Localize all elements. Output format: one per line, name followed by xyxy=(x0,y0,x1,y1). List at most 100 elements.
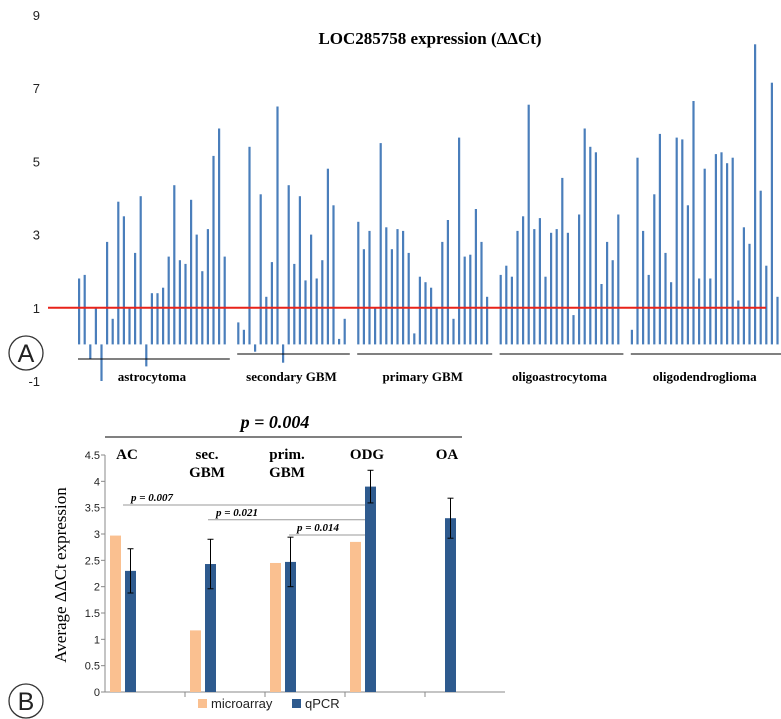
bar-astrocytoma-6 xyxy=(111,318,114,345)
bar-secondary-GBM-17 xyxy=(332,205,335,345)
y-axis-label: Average ΔΔCt expression xyxy=(51,487,70,663)
bar-oligodendroglioma-10 xyxy=(686,205,689,345)
category-label: GBM xyxy=(189,465,225,481)
bar-astrocytoma-2 xyxy=(89,344,92,359)
bar-primary-GBM-3 xyxy=(374,307,377,345)
bar-primary-GBM-12 xyxy=(424,282,427,345)
bar-oligoastrocytoma-15 xyxy=(583,128,586,345)
bar-oligoastrocytoma-13 xyxy=(572,315,575,345)
y-tick-label: 7 xyxy=(33,81,40,96)
y-tick-label: 5 xyxy=(33,154,40,169)
bar-oligoastrocytoma-8 xyxy=(544,276,547,345)
bar-secondary-GBM-15 xyxy=(321,260,324,345)
bar-secondary-GBM-0 xyxy=(237,322,240,345)
bar-oligodendroglioma-15 xyxy=(714,154,717,345)
bar-secondary-GBM-6 xyxy=(270,262,273,345)
bar-primary-GBM-17 xyxy=(452,318,455,345)
category-label: OA xyxy=(436,447,459,463)
y-tick-label: 3 xyxy=(94,529,100,541)
bar-oligodendroglioma-3 xyxy=(647,274,650,345)
bar-secondary-GBM-12 xyxy=(304,280,307,345)
bar-qPCR-1 xyxy=(205,564,216,692)
bar-primary-GBM-19 xyxy=(463,256,466,345)
group-label: astrocytoma xyxy=(118,369,187,384)
category-label: ODG xyxy=(350,447,385,463)
bar-secondary-GBM-11 xyxy=(298,196,301,345)
bar-oligodendroglioma-16 xyxy=(720,152,723,345)
bar-oligoastrocytoma-20 xyxy=(611,260,614,345)
bar-primary-GBM-1 xyxy=(362,249,365,345)
bar-oligoastrocytoma-4 xyxy=(522,216,525,345)
comparison-p-value: p = 0.014 xyxy=(296,522,340,534)
bar-secondary-GBM-9 xyxy=(287,185,290,345)
bar-astrocytoma-0 xyxy=(78,278,81,345)
bar-microarray-0 xyxy=(110,535,121,692)
group-label: oligodendroglioma xyxy=(653,369,757,384)
bar-secondary-GBM-3 xyxy=(254,344,257,352)
bar-oligoastrocytoma-16 xyxy=(589,146,592,345)
bar-primary-GBM-18 xyxy=(458,137,461,345)
bar-primary-GBM-13 xyxy=(430,287,433,345)
bar-oligodendroglioma-22 xyxy=(754,44,757,345)
y-tick-label: 4 xyxy=(94,476,100,488)
y-tick-label: 1 xyxy=(94,634,100,646)
bar-astrocytoma-18 xyxy=(178,260,181,345)
bar-oligodendroglioma-21 xyxy=(748,243,751,345)
bar-primary-GBM-8 xyxy=(402,230,405,345)
bar-oligodendroglioma-26 xyxy=(776,296,779,345)
bar-primary-GBM-14 xyxy=(435,307,438,345)
bar-oligodendroglioma-13 xyxy=(703,168,706,345)
legend-swatch xyxy=(292,699,301,708)
panel-a-chart: 9 7 5 3 1 -1 astrocytoma secondary GBM primary … xyxy=(28,8,781,389)
bar-oligoastrocytoma-11 xyxy=(561,177,564,345)
bar-qPCR-2 xyxy=(285,561,296,692)
legend-label: microarray xyxy=(211,696,273,711)
bar-oligodendroglioma-17 xyxy=(726,163,729,345)
y-tick-label: 2 xyxy=(94,582,100,594)
bar-secondary-GBM-14 xyxy=(315,278,318,345)
group-label: primary GBM xyxy=(382,369,463,384)
panel-letter-b: B xyxy=(18,688,35,716)
bar-astrocytoma-1 xyxy=(83,274,86,345)
group-label: secondary GBM xyxy=(246,369,337,384)
bar-oligodendroglioma-2 xyxy=(642,230,645,345)
bar-primary-GBM-7 xyxy=(396,229,399,345)
y-tick-label: 0 xyxy=(94,687,100,699)
bar-primary-GBM-21 xyxy=(474,209,477,345)
bar-astrocytoma-5 xyxy=(106,241,109,345)
bar-oligodendroglioma-18 xyxy=(731,157,734,345)
bar-oligoastrocytoma-2 xyxy=(510,276,513,345)
bar-oligodendroglioma-4 xyxy=(653,194,656,345)
bar-astrocytoma-21 xyxy=(195,234,198,345)
y-tick-label: 3.5 xyxy=(85,503,100,515)
bar-primary-GBM-15 xyxy=(441,241,444,345)
bar-oligodendroglioma-14 xyxy=(709,278,712,345)
bar-primary-GBM-5 xyxy=(385,227,388,345)
bar-oligodendroglioma-20 xyxy=(742,227,745,345)
bar-astrocytoma-19 xyxy=(184,263,187,345)
category-label: sec. xyxy=(196,447,219,463)
bar-microarray-2 xyxy=(270,562,281,692)
overall-p-value: p = 0.004 xyxy=(239,412,310,432)
bar-oligodendroglioma-8 xyxy=(675,137,678,345)
bar-oligodendroglioma-19 xyxy=(737,300,740,345)
bar-astrocytoma-16 xyxy=(167,256,170,345)
bar-oligodendroglioma-24 xyxy=(765,265,768,345)
bar-oligoastrocytoma-6 xyxy=(533,229,536,345)
bar-astrocytoma-8 xyxy=(122,216,125,345)
category-label: prim. xyxy=(269,447,305,463)
bar-primary-GBM-9 xyxy=(407,252,410,345)
bar-secondary-GBM-5 xyxy=(265,296,268,345)
bar-oligodendroglioma-25 xyxy=(770,82,773,345)
bar-oligodendroglioma-12 xyxy=(698,278,701,345)
bar-oligoastrocytoma-0 xyxy=(499,274,502,345)
bar-astrocytoma-17 xyxy=(173,185,176,345)
bar-primary-GBM-2 xyxy=(368,230,371,345)
y-tick-label: 1 xyxy=(33,301,40,316)
category-label: GBM xyxy=(269,465,305,481)
bar-astrocytoma-26 xyxy=(223,256,226,345)
legend-swatch xyxy=(198,699,207,708)
bar-primary-GBM-16 xyxy=(446,220,449,345)
bar-astrocytoma-15 xyxy=(162,287,165,345)
panel-a-letter: A xyxy=(8,335,44,371)
